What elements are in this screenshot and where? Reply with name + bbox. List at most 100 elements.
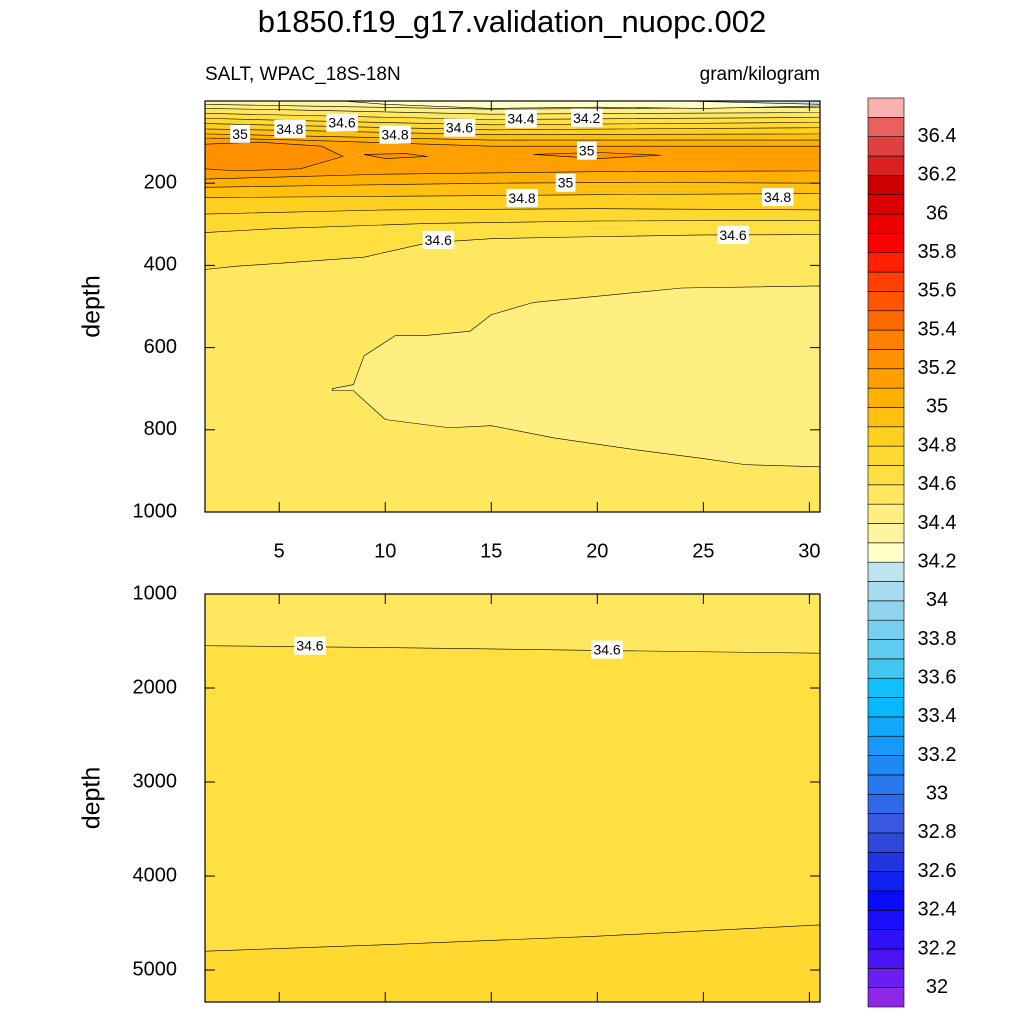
colorbar-box — [867, 774, 905, 795]
colorbar-box — [867, 484, 905, 505]
colorbar-box — [867, 503, 905, 524]
colorbar-box — [867, 929, 905, 950]
colorbar-label: 36 — [926, 202, 948, 224]
contour-label: 34.6 — [328, 115, 355, 131]
contour-label: 34.2 — [573, 110, 600, 126]
colorbar-label: 32 — [926, 976, 948, 998]
colorbar-box — [867, 291, 905, 312]
chart-title: b1850.f19_g17.validation_nuopc.002 — [258, 4, 767, 39]
contour-label-box — [443, 118, 476, 137]
colorbar-box — [867, 542, 905, 563]
contour-label-box — [422, 230, 455, 249]
colorbar-label: 33 — [926, 783, 948, 805]
contour-label-box — [555, 173, 576, 192]
x-tick-label: 15 — [480, 540, 502, 562]
y-tick-label: 400 — [144, 254, 177, 276]
plot-frame — [204, 593, 821, 1003]
contour-label: 34.6 — [719, 227, 746, 243]
colorbar-label: 34.4 — [918, 512, 957, 534]
y-tick-label: 1000 — [133, 500, 178, 522]
x-tick-label: 10 — [374, 540, 396, 562]
colorbar-box — [867, 387, 905, 408]
contour-label-box — [326, 113, 358, 132]
colorbar-box — [867, 619, 905, 640]
colorbar-box — [867, 890, 905, 911]
x-tick-label: 5 — [274, 540, 285, 562]
colorbar-box — [867, 426, 905, 447]
y-tick-label: 4000 — [133, 864, 178, 886]
colorbar-label: 35.2 — [918, 357, 957, 379]
contour-label-box — [717, 225, 749, 244]
colorbar-label: 32.4 — [918, 899, 957, 921]
colorbar-box — [867, 155, 905, 176]
colorbar-box — [867, 407, 905, 428]
colorbar-box — [867, 233, 905, 254]
colorbar-box — [867, 871, 905, 892]
colorbar-box — [867, 987, 905, 1008]
colorbar-label: 33.4 — [918, 705, 957, 727]
contour-label: 34.6 — [593, 642, 620, 658]
colorbar-label: 35.8 — [918, 241, 957, 263]
colorbar-box — [867, 697, 905, 718]
contour-label: 35 — [232, 126, 248, 142]
y-tick-label: 2000 — [133, 676, 178, 698]
contour-label-box — [761, 188, 794, 207]
colorbar-box — [867, 968, 905, 988]
contour-fill — [205, 924, 820, 1002]
contour-label-box — [274, 119, 306, 138]
contour-label: 34.8 — [381, 127, 408, 143]
colorbar-label: 35.4 — [918, 318, 957, 340]
colorbar-box — [867, 252, 905, 273]
colorbar-label: 34.2 — [918, 550, 957, 572]
y-tick-label: 200 — [144, 171, 177, 193]
colorbar-box — [867, 368, 905, 389]
colorbar-label: 33.8 — [918, 628, 957, 650]
colorbar-box — [867, 271, 905, 292]
colorbar-label: 35 — [926, 396, 948, 418]
contour-fill — [363, 153, 428, 159]
colorbar-box — [867, 716, 905, 737]
contour-label: 34.8 — [508, 190, 535, 206]
colorbar-box — [867, 117, 905, 137]
plot-area — [205, 594, 820, 1002]
contour-fill — [331, 285, 820, 468]
colorbar-label: 33.6 — [918, 666, 957, 688]
colorbar-label: 36.4 — [918, 125, 957, 147]
y-tick-label: 600 — [144, 336, 177, 358]
colorbar-label: 36.2 — [918, 164, 957, 186]
colorbar-box — [867, 851, 905, 872]
colorbar-box — [867, 600, 905, 621]
colorbar-box — [867, 561, 905, 582]
plot-frame — [204, 100, 821, 513]
contour-label: 34.4 — [507, 111, 534, 127]
colorbar-label: 33.2 — [918, 744, 957, 766]
x-tick-label: 20 — [586, 540, 608, 562]
contour-label: 34.6 — [425, 232, 452, 248]
contour-label: 34.8 — [276, 121, 303, 137]
subtitle-right: gram/kilogram — [700, 64, 820, 85]
colorbar-box — [867, 948, 905, 969]
colorbar-label: 35.6 — [918, 280, 957, 302]
colorbar-box — [867, 793, 905, 814]
colorbar-box — [867, 523, 905, 544]
colorbar-label: 32.6 — [918, 860, 957, 882]
contour-label: 35 — [579, 143, 595, 159]
colorbar-box — [867, 465, 905, 486]
colorbar-box — [867, 310, 905, 331]
contour-label: 34.6 — [446, 120, 473, 136]
colorbar-box — [867, 658, 905, 679]
contour-label: 34.8 — [764, 189, 791, 205]
contour-fill — [342, 101, 820, 109]
contour-label-box — [591, 640, 623, 659]
x-tick-label: 25 — [692, 540, 714, 562]
y-axis-label: depth — [78, 767, 106, 830]
colorbar-label: 32.2 — [918, 937, 957, 959]
y-tick-label: 5000 — [133, 958, 178, 980]
colorbar-label: 34.8 — [918, 434, 957, 456]
colorbar-label: 32.8 — [918, 821, 957, 843]
colorbar-label: 34 — [926, 589, 948, 611]
contour-label-box — [379, 125, 411, 144]
x-tick-label: 30 — [798, 540, 820, 562]
